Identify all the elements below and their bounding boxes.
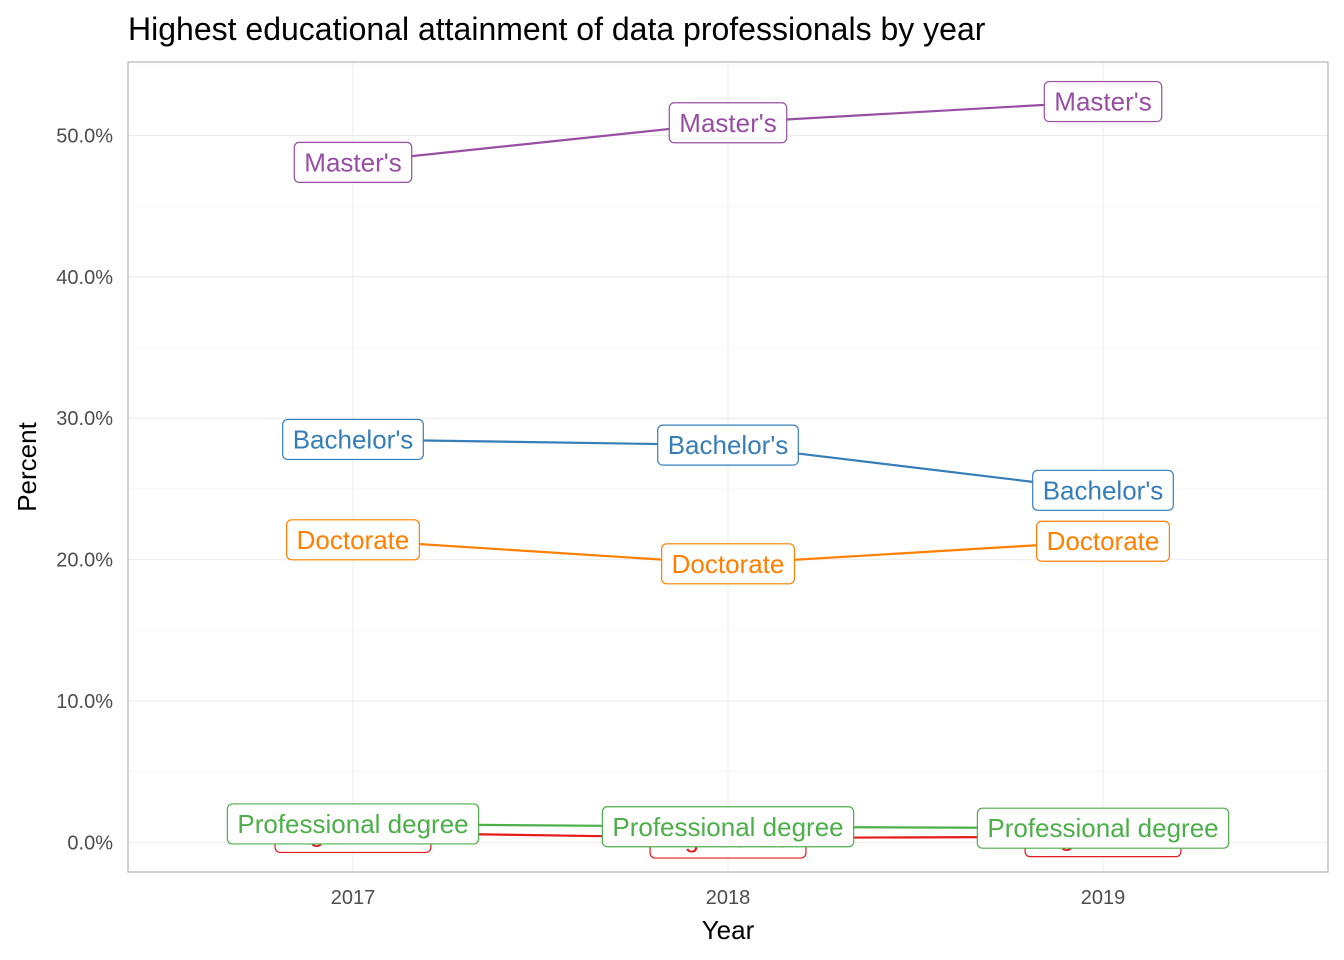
series-data-label: Master's [668, 102, 788, 144]
x-tick-label: 2018 [706, 887, 751, 909]
series-data-label: Professional degree [226, 803, 480, 845]
label-text: Bachelor's [668, 430, 789, 460]
label-box [293, 141, 413, 183]
label-text: Doctorate [297, 525, 410, 555]
series-data-label: Professional degree [976, 807, 1230, 849]
label-box [226, 803, 480, 845]
y-tick-label: 50.0% [56, 126, 113, 148]
plot-border [127, 61, 1329, 873]
series-data-label: Master's [293, 141, 413, 183]
series-data-label: Doctorate [661, 543, 795, 585]
series-data-label: Professional degree [601, 806, 855, 848]
label-box [976, 807, 1230, 849]
label-box [668, 102, 788, 144]
y-tick-label: 30.0% [56, 408, 113, 430]
series-data-label: Bachelor's [1032, 469, 1174, 511]
x-axis-title: Year [702, 915, 755, 945]
series-data-label: Doctorate [286, 519, 420, 561]
label-box [1043, 80, 1163, 123]
label-text: Doctorate [1047, 526, 1160, 556]
x-tick-label: 2019 [1081, 887, 1126, 909]
y-tick-label: 0.0% [67, 832, 113, 854]
label-text: Bachelor's [1043, 475, 1164, 505]
label-text: Master's [679, 108, 776, 138]
series-data-label: Bachelor's [657, 424, 799, 466]
label-box [657, 424, 799, 466]
label-text: Master's [1054, 87, 1151, 117]
label-box [1032, 469, 1174, 511]
label-text: Master's [304, 147, 401, 177]
series-labels: High schoolHigh schoolHigh schoolProfess… [226, 80, 1230, 859]
label-text: Professional degree [237, 809, 468, 839]
label-box [286, 519, 420, 561]
y-tick-label: 40.0% [56, 267, 113, 289]
label-text: Professional degree [612, 812, 843, 842]
series-data-label: Doctorate [1036, 520, 1170, 562]
label-text: Professional degree [987, 813, 1218, 843]
label-box [601, 806, 855, 848]
y-tick-label: 10.0% [56, 691, 113, 713]
label-box [282, 418, 424, 461]
x-axis-ticks: 2017 2018 2019 [331, 887, 1126, 909]
series-data-label: Bachelor's [282, 418, 424, 461]
series-data-label: Master's [1043, 80, 1163, 123]
x-tick-label: 2017 [331, 887, 376, 909]
chart-title: Highest educational attainment of data p… [128, 11, 986, 47]
y-axis-ticks: 0.0% 10.0% 20.0% 30.0% 40.0% 50.0% [56, 126, 113, 855]
label-text: Doctorate [672, 549, 785, 579]
label-box [661, 543, 795, 585]
label-text: Bachelor's [293, 424, 414, 454]
y-tick-label: 20.0% [56, 550, 113, 572]
y-axis-title: Percent [12, 421, 42, 511]
label-box [1036, 520, 1170, 562]
